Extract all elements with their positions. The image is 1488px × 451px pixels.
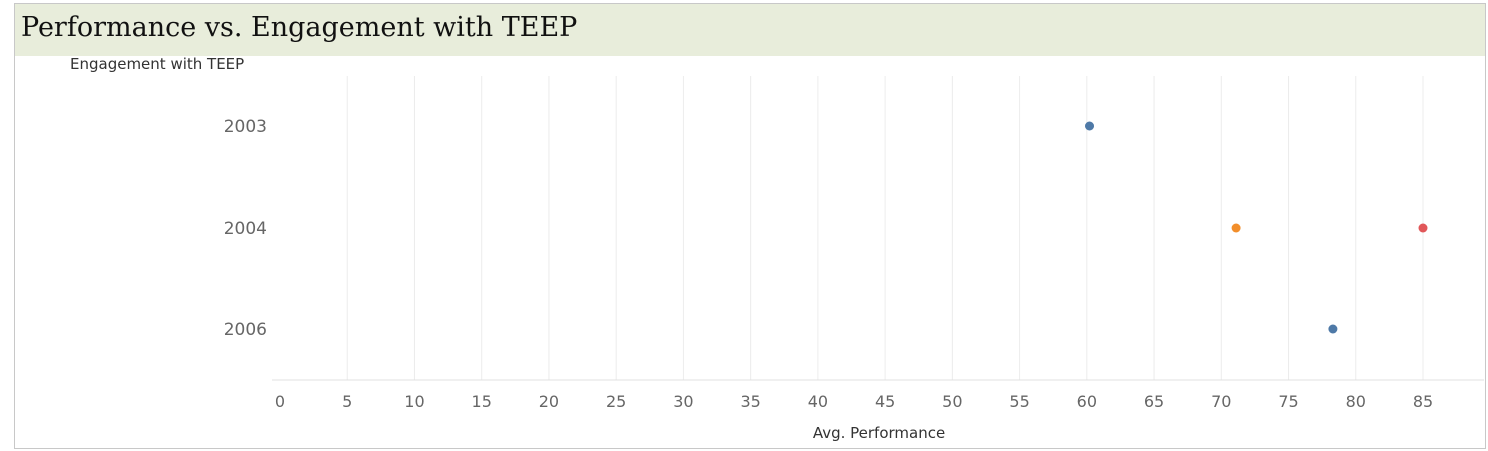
y-axis-label: Engagement with TEEP (70, 55, 244, 73)
x-tick-label: 40 (808, 392, 828, 411)
x-tick-label: 85 (1413, 392, 1433, 411)
x-tick-label: 0 (275, 392, 285, 411)
x-tick-label: 20 (539, 392, 559, 411)
x-tick-label: 50 (942, 392, 962, 411)
x-tick-label: 55 (1009, 392, 1029, 411)
x-tick-label: 45 (875, 392, 895, 411)
x-tick-label: 10 (404, 392, 424, 411)
y-category-label: 2003 (224, 117, 267, 137)
x-tick-label: 65 (1144, 392, 1164, 411)
data-point-2004[interactable] (1418, 223, 1428, 233)
y-category-label: 2004 (224, 219, 267, 239)
x-tick-label: 80 (1346, 392, 1366, 411)
x-tick-label: 60 (1077, 392, 1097, 411)
data-point-2003[interactable] (1085, 121, 1095, 131)
x-tick-label: 75 (1278, 392, 1298, 411)
x-axis-label: Avg. Performance (813, 424, 945, 442)
title-bar: Performance vs. Engagement with TEEP (15, 4, 1485, 56)
x-tick-label: 5 (342, 392, 352, 411)
x-tick-label: 25 (606, 392, 626, 411)
data-point-2004[interactable] (1231, 223, 1241, 233)
dashboard-frame: Performance vs. Engagement with TEEP (14, 3, 1486, 449)
x-tick-label: 70 (1211, 392, 1231, 411)
data-points (1085, 121, 1428, 334)
y-category-label: 2006 (224, 320, 267, 340)
data-point-2006[interactable] (1328, 324, 1338, 334)
grid-lines (346, 76, 1424, 380)
x-tick-label: 30 (673, 392, 693, 411)
x-tick-label: 15 (472, 392, 492, 411)
y-axis-categories: 2003 2004 2006 (224, 117, 267, 340)
x-tick-label: 35 (740, 392, 760, 411)
chart-title: Performance vs. Engagement with TEEP (21, 12, 578, 43)
x-axis-ticks: 0 5 10 15 20 25 30 35 40 45 50 55 60 65 70 75 80 85 (275, 392, 1433, 411)
